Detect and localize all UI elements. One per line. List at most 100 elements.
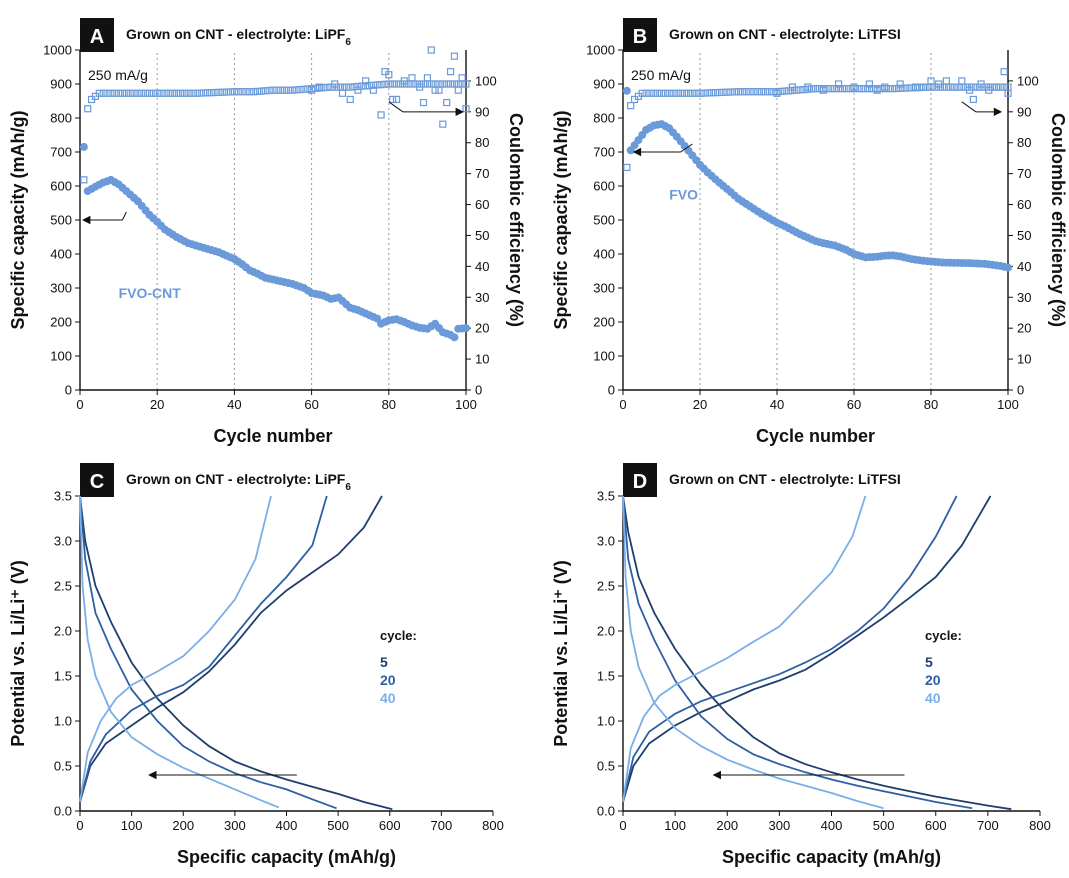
y-tick-label: 1.0 (597, 714, 615, 729)
ce-point (846, 85, 854, 93)
ce-point (196, 89, 204, 97)
ce-point (304, 85, 312, 93)
x-tick-label: 500 (873, 818, 895, 833)
panel-title: Grown on CNT - electrolyte: LiPF6 (126, 26, 351, 48)
panel-letter: D (633, 471, 647, 493)
panel-D: D Grown on CNT - electrolyte: LiTFSI 0 100 2… (551, 463, 1051, 867)
cycle-40-discharge-curve (622, 495, 884, 810)
y2-tick-label: 80 (1017, 135, 1031, 150)
ce-point (1000, 68, 1008, 76)
ce-point (707, 89, 716, 97)
cycle-40-discharge-curve (79, 495, 280, 809)
ce-point (207, 89, 215, 97)
ce-point (157, 89, 165, 97)
y2-tick-label: 80 (475, 135, 489, 150)
ce-point (188, 89, 196, 97)
y-axis-title: Specific capacity (mAh/g) (551, 110, 571, 329)
y-axis-title: Specific capacity (mAh/g) (8, 110, 28, 329)
y2-tick-label: 100 (1017, 73, 1039, 88)
y-tick-label: 0 (65, 383, 72, 398)
x-tick-label: 60 (847, 397, 861, 412)
ce-point (750, 88, 758, 96)
ce-point (831, 85, 839, 93)
ce-point (446, 80, 455, 88)
ce-point (638, 89, 646, 97)
ce-point (265, 86, 273, 95)
ce-point (408, 74, 416, 82)
ce-point (230, 88, 238, 96)
y-tick-label: 800 (593, 111, 615, 126)
ce-point (419, 98, 428, 107)
ce-point (942, 77, 951, 85)
ce-point (284, 86, 293, 94)
ce-point (122, 89, 130, 97)
ce-point (450, 52, 459, 60)
ce-point (118, 89, 127, 97)
ce-point (958, 83, 966, 91)
ce-point (354, 82, 362, 91)
ce-point (977, 80, 985, 88)
ce-point (416, 83, 424, 91)
ce-point (777, 87, 785, 96)
ce-point (439, 120, 447, 128)
ce-point (654, 89, 662, 97)
ce-point (985, 86, 993, 94)
ce-point (169, 89, 177, 97)
ce-point (450, 80, 459, 88)
panel-letter: C (90, 471, 104, 493)
ce-point (696, 89, 704, 97)
ce-point (888, 85, 897, 93)
y2-tick-label: 0 (1017, 383, 1024, 398)
ce-point (246, 88, 254, 96)
y-tick-label: 600 (50, 179, 72, 194)
y-tick-label: 0.0 (54, 804, 72, 819)
capacity-point (1004, 263, 1012, 272)
cycle-40-charge-curve (79, 495, 272, 803)
ce-point (296, 85, 304, 94)
y-tick-label: 1000 (586, 43, 615, 58)
y-tick-label: 3.0 (54, 534, 72, 549)
y-tick-label: 0.5 (597, 759, 615, 774)
ce-point (850, 83, 858, 91)
ce-point (134, 89, 142, 97)
panel-letter-box (623, 463, 657, 497)
y-tick-label: 500 (50, 213, 72, 228)
cycle-5-charge-curve (79, 495, 383, 803)
ce-point (435, 86, 443, 94)
ce-point (788, 83, 797, 91)
ce-point (354, 86, 362, 94)
ce-point (458, 74, 466, 82)
x-tick-label: 80 (382, 397, 396, 412)
ce-point (184, 89, 192, 97)
ce-point (392, 80, 401, 88)
ce-point (896, 84, 904, 92)
ce-point (965, 86, 974, 94)
x-tick-label: 100 (997, 397, 1019, 412)
ce-point (261, 87, 269, 95)
ce-point (746, 88, 754, 96)
x-tick-label: 0 (619, 818, 626, 833)
y-tick-label: 200 (50, 315, 72, 330)
ce-point (700, 89, 708, 97)
y-tick-label: 600 (593, 179, 615, 194)
y2-tick-label: 30 (1017, 290, 1031, 305)
y-tick-label: 500 (593, 213, 615, 228)
ce-point (311, 84, 320, 92)
legend-item-cycle-20: 20 (380, 672, 396, 688)
ce-point (642, 89, 650, 97)
ce-point (838, 85, 847, 93)
cycle-20-discharge-curve (622, 495, 973, 810)
panel-letter-box (80, 463, 114, 497)
ce-point (808, 85, 816, 93)
ce-point (458, 80, 466, 88)
panel-letter-box (80, 18, 114, 52)
ce-point (1000, 83, 1008, 91)
ce-point (804, 83, 812, 91)
ce-point (149, 89, 157, 97)
ce-point (873, 86, 881, 94)
ce-point (80, 176, 88, 184)
ce-point (627, 102, 635, 110)
rate-note: 250 mA/g (88, 67, 148, 83)
ce-point (942, 83, 951, 91)
